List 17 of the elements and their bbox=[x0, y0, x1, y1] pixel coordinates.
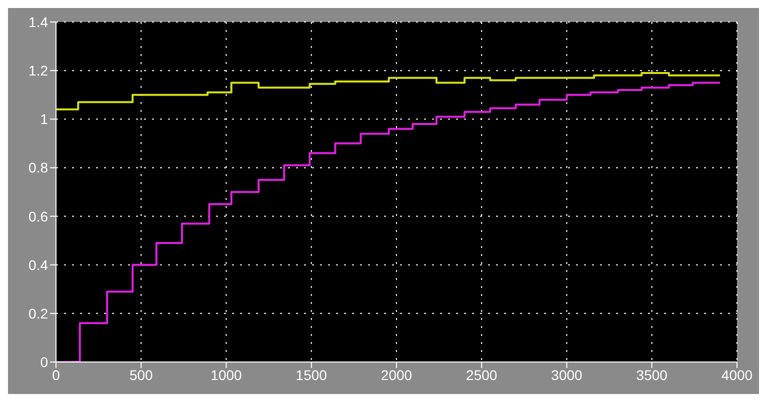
y-tick-label: 0.8 bbox=[28, 160, 48, 176]
x-tick-label: 500 bbox=[129, 366, 154, 383]
y-tick-label: 1 bbox=[40, 111, 48, 128]
y-tick-label: 1.4 bbox=[28, 14, 48, 30]
x-tick-label: 4000 bbox=[721, 366, 753, 383]
x-tick-label: 0 bbox=[52, 366, 60, 383]
x-tick-label: 3000 bbox=[551, 366, 583, 383]
x-tick-label: 2000 bbox=[380, 366, 412, 383]
x-tick-label: 1500 bbox=[296, 366, 328, 383]
x-tick-label: 2500 bbox=[466, 366, 498, 383]
x-tick-label: 1000 bbox=[210, 366, 242, 383]
y-tick-label: 0.4 bbox=[28, 256, 48, 273]
y-tick-label: 1.2 bbox=[28, 62, 48, 79]
y-tick-label: 0 bbox=[40, 354, 48, 370]
y-tick-label: 0.6 bbox=[28, 208, 48, 224]
x-tick-label: 3500 bbox=[636, 366, 668, 383]
y-tick-label: 0.2 bbox=[28, 305, 48, 322]
